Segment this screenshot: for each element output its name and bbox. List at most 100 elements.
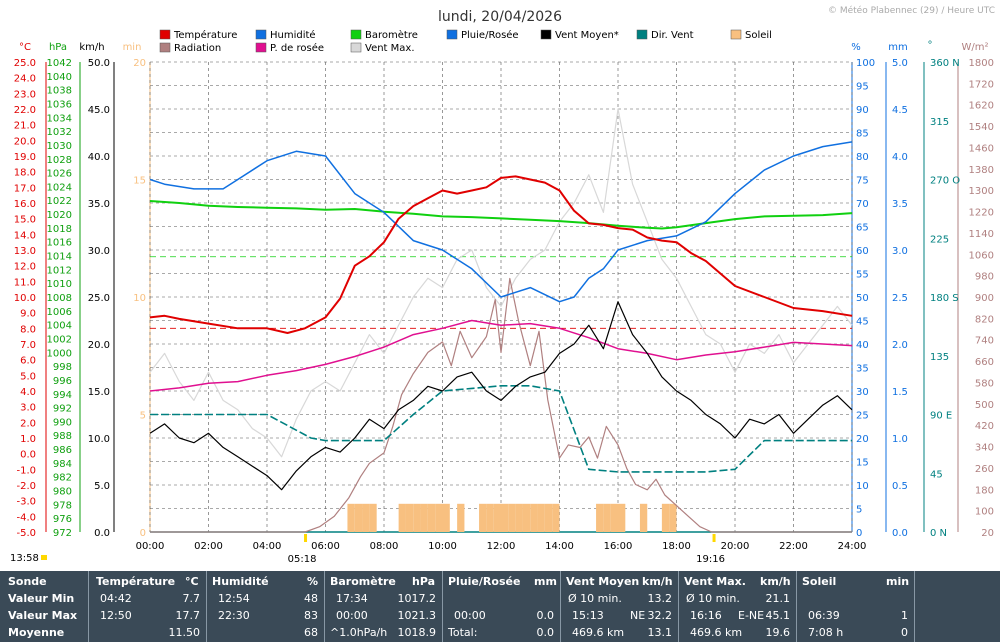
cell: NE bbox=[630, 609, 646, 622]
summary-table: Sonde Température °C Humidité % Baromètr… bbox=[0, 571, 1000, 642]
unit-label: °C bbox=[19, 42, 31, 53]
temp-tick-label: 15.0 bbox=[14, 215, 36, 226]
legend-swatch bbox=[730, 29, 742, 40]
radiation-tick-label: 740 bbox=[975, 336, 994, 347]
sun-tick-label: 10 bbox=[133, 293, 146, 304]
pressure-tick-label: 984 bbox=[53, 459, 72, 470]
temp-tick-label: 14.0 bbox=[14, 230, 36, 241]
cell: 11.50 bbox=[168, 626, 201, 639]
pressure-tick-label: 972 bbox=[53, 528, 72, 539]
radiation-tick-label: 1720 bbox=[969, 79, 994, 90]
sun-tick-label: 15 bbox=[133, 176, 146, 187]
humidity-tick-label: 65 bbox=[856, 223, 869, 234]
cell: 7.7 bbox=[182, 592, 201, 605]
temp-tick-label: 11.0 bbox=[14, 277, 36, 288]
unit-label: W/m² bbox=[961, 42, 988, 53]
col-title: Pluie/Rosée bbox=[448, 575, 521, 588]
wind-dir-tick-label: 90 E bbox=[930, 411, 952, 422]
temp-tick-label: 0.0 bbox=[20, 450, 36, 461]
unit-label: % bbox=[851, 42, 861, 53]
wind-tick-label: 40.0 bbox=[88, 152, 110, 163]
rain-tick-label: 4.0 bbox=[892, 152, 908, 163]
sunset-marker-label: 19:16 bbox=[696, 554, 725, 565]
sun-bar bbox=[501, 503, 509, 532]
humidity-tick-label: 60 bbox=[856, 246, 869, 257]
series-vent-moyen bbox=[149, 301, 853, 491]
pressure-tick-label: 990 bbox=[53, 417, 72, 428]
sunrise-marker-label: 05:18 bbox=[288, 554, 317, 565]
unit-label: min bbox=[123, 42, 142, 53]
cell: Ø 10 min. bbox=[686, 592, 740, 605]
pressure-tick-label: 998 bbox=[53, 362, 72, 373]
sun-bar bbox=[669, 503, 677, 532]
cell: 68 bbox=[304, 626, 318, 639]
x-tick-label: 12:00 bbox=[487, 541, 516, 552]
sun-tick-label: 0 bbox=[140, 528, 146, 539]
sun-bar bbox=[398, 503, 406, 532]
series-dir-vent bbox=[150, 385, 852, 473]
pressure-tick-label: 1018 bbox=[47, 224, 72, 235]
pressure-tick-label: 1042 bbox=[47, 58, 72, 69]
rain-tick-label: 0.0 bbox=[892, 528, 908, 539]
pressure-tick-label: 1034 bbox=[47, 113, 72, 124]
table-row: Valeur Min 04:42 7.7 12:54 48 17:34 1017… bbox=[0, 590, 1000, 607]
x-tick-label: 20:00 bbox=[721, 541, 750, 552]
radiation-tick-label: 820 bbox=[975, 314, 994, 325]
rain-tick-label: 2.0 bbox=[892, 340, 908, 351]
cell: 1021.3 bbox=[397, 609, 437, 622]
row-label: Sonde bbox=[8, 575, 47, 588]
row-label: Moyenne bbox=[8, 626, 65, 639]
temp-tick-label: 19.0 bbox=[14, 152, 36, 163]
col-title: Température bbox=[96, 575, 176, 588]
humidity-tick-label: 70 bbox=[856, 199, 869, 210]
pressure-tick-label: 1032 bbox=[47, 127, 72, 138]
sun-bar bbox=[596, 503, 604, 532]
temp-tick-label: 17.0 bbox=[14, 183, 36, 194]
unit-label: ° bbox=[928, 40, 933, 51]
sun-bar bbox=[369, 503, 377, 532]
legend: Température Humidité Baromètre Pluie/Rosée V… bbox=[159, 29, 772, 54]
plot-area bbox=[149, 61, 853, 533]
wind-dir-tick-label: 270 O bbox=[930, 176, 960, 187]
sun-bar bbox=[544, 503, 553, 532]
series-humidit bbox=[149, 141, 853, 303]
radiation-tick-label: 1800 bbox=[969, 58, 994, 69]
radiation-tick-label: 180 bbox=[975, 485, 994, 496]
sun-bar bbox=[522, 503, 531, 532]
cell: Ø 10 min. bbox=[568, 592, 622, 605]
temp-tick-label: 12.0 bbox=[14, 262, 36, 273]
col-unit: km/h bbox=[642, 575, 673, 588]
sun-bar bbox=[413, 503, 421, 532]
temp-tick-label: 13.0 bbox=[14, 246, 36, 257]
pressure-tick-label: 1002 bbox=[47, 334, 72, 345]
wind-tick-label: 45.0 bbox=[88, 105, 110, 116]
sun-bar bbox=[610, 503, 618, 532]
sun-bar bbox=[442, 503, 450, 532]
humidity-tick-label: 85 bbox=[856, 129, 869, 140]
col-unit: min bbox=[886, 575, 910, 588]
x-tick-label: 16:00 bbox=[604, 541, 633, 552]
temp-tick-label: 10.0 bbox=[14, 293, 36, 304]
cell: 1018.9 bbox=[397, 626, 437, 639]
row-label: Valeur Min bbox=[8, 592, 75, 605]
x-tick-label: 14:00 bbox=[545, 541, 574, 552]
humidity-tick-label: 100 bbox=[856, 58, 875, 69]
sunrise-marker bbox=[304, 534, 308, 542]
legend-label: Pluie/Rosée bbox=[461, 29, 519, 41]
series-p-de-ros-e bbox=[149, 319, 853, 392]
wind-dir-tick-label: 315 bbox=[930, 117, 949, 128]
x-tick-label: 08:00 bbox=[370, 541, 399, 552]
legend-swatch bbox=[255, 42, 267, 53]
wind-tick-label: 5.0 bbox=[94, 481, 110, 492]
col-unit: °C bbox=[185, 575, 199, 588]
pressure-tick-label: 982 bbox=[53, 473, 72, 484]
humidity-tick-label: 10 bbox=[856, 481, 869, 492]
cell: 1017.2 bbox=[397, 592, 437, 605]
pressure-tick-label: 1010 bbox=[47, 279, 72, 290]
radiation-tick-label: 1380 bbox=[969, 165, 994, 176]
col-title: Vent Moyen bbox=[566, 575, 640, 588]
humidity-tick-label: 50 bbox=[856, 293, 869, 304]
sun-bar bbox=[639, 503, 648, 532]
series-vent-max bbox=[149, 108, 853, 458]
humidity-tick-label: 5 bbox=[856, 505, 862, 516]
